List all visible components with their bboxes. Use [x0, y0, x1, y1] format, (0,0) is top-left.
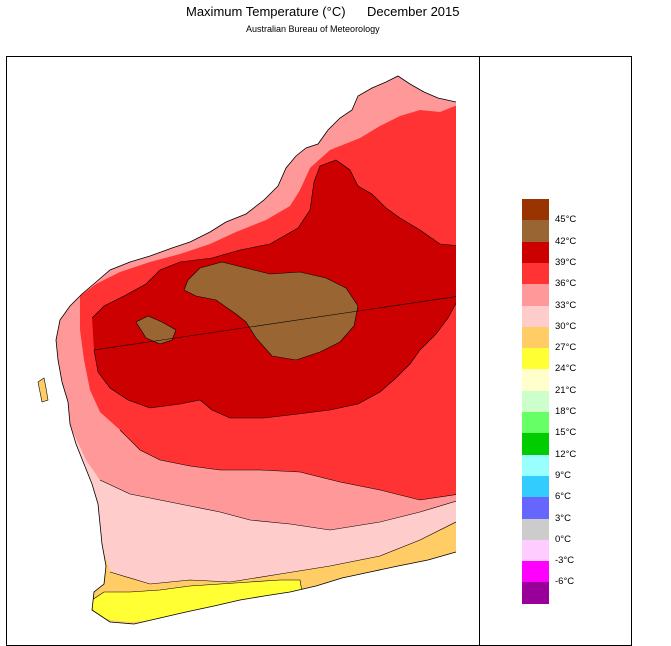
legend-label: 30°C: [555, 320, 577, 332]
legend-label: 0°C: [555, 533, 571, 545]
region-24-27: [92, 580, 302, 622]
contour-lines: [91, 159, 456, 601]
legend-label: 18°C: [555, 406, 577, 417]
legend-label: -3°C: [555, 555, 575, 567]
legend-label: 9°C: [555, 469, 571, 481]
legend-label: 21°C: [555, 384, 577, 396]
legend-swatch: [522, 305, 549, 327]
legend-swatch: [522, 539, 549, 562]
legend-swatch: [522, 262, 549, 285]
source-label: Australian Bureau of Meteorology: [246, 24, 380, 34]
legend-label: 3°C: [555, 512, 571, 524]
legend-label: 33°C: [555, 299, 577, 311]
frame-divider: [479, 56, 480, 646]
legend-label: -6°C: [555, 576, 575, 588]
title-date: December 2015: [367, 4, 460, 19]
island: [37, 377, 49, 403]
legend-swatch: [522, 390, 549, 413]
coastline: [55, 75, 457, 625]
legend-swatch: [522, 369, 549, 391]
legend-label: 36°C: [555, 278, 577, 290]
legend-swatch: [522, 326, 549, 349]
legend-swatch: [522, 433, 549, 455]
legend-swatch: [522, 284, 549, 306]
legend-label: 39°C: [555, 256, 577, 268]
legend-swatch: [522, 454, 549, 477]
legend-swatch: [522, 497, 549, 519]
legend-label: 42°C: [555, 235, 577, 247]
legend-swatch: [522, 561, 549, 583]
legend-swatch: [522, 241, 549, 264]
legend-swatch: [522, 518, 549, 540]
legend-swatch: [522, 412, 549, 434]
legend-label: 15°C: [555, 427, 577, 439]
legend-swatch: [522, 220, 549, 242]
title-text: Maximum Temperature (°C): [186, 4, 346, 19]
legend-label: 45°C: [555, 214, 577, 226]
legend-swatch: [522, 582, 549, 604]
legend-swatch: [522, 348, 549, 370]
legend-label: 24°C: [555, 363, 577, 375]
legend-swatch: [522, 475, 549, 498]
legend-label: 27°C: [555, 342, 577, 354]
region-42-45-central: [184, 262, 358, 360]
map-title: Maximum Temperature (°C) December 2015: [186, 4, 460, 19]
legend-label: 6°C: [555, 491, 571, 503]
legend-swatch: [522, 199, 549, 221]
region-42-45-west: [136, 316, 176, 344]
legend-label: 12°C: [555, 448, 577, 460]
